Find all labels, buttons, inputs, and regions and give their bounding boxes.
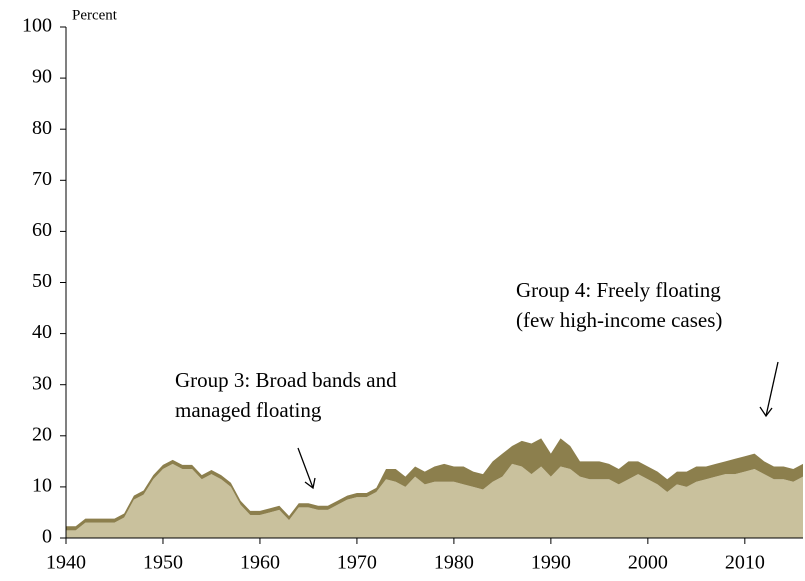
x-tick-label: 2000	[628, 552, 668, 574]
y-tick-label: 70	[32, 168, 52, 190]
x-tick-label: 1990	[531, 552, 571, 574]
area	[66, 463, 803, 538]
annotation: Group 3: Broad bands and	[175, 368, 397, 392]
y-tick-label: 20	[32, 423, 52, 445]
x-tick-label: 1950	[143, 552, 183, 574]
x-tick-label: 1970	[337, 552, 377, 574]
y-tick-label: 10	[32, 474, 52, 496]
y-tick-label: 40	[32, 321, 52, 343]
y-tick-label: 30	[32, 372, 52, 394]
y-tick-label: 90	[32, 66, 52, 88]
y-tick-label: 100	[22, 15, 52, 37]
arrow	[297, 361, 779, 490]
y-tick-label: 0	[42, 526, 52, 548]
annotation: managed floating	[175, 398, 322, 422]
annotation: (few high-income cases)	[516, 308, 722, 332]
x-tick-label: 1980	[434, 552, 474, 574]
annotation: Group 4: Freely floating	[516, 278, 721, 302]
x-tick-label: 1960	[240, 552, 280, 574]
axis-label: Percent	[72, 7, 118, 23]
x-tick-label: 2010	[725, 552, 765, 574]
y-tick-label: 80	[32, 117, 52, 139]
y-tick-label: 60	[32, 219, 52, 241]
y-tick-label: 50	[32, 270, 52, 292]
x-tick-label: 1940	[46, 552, 86, 574]
